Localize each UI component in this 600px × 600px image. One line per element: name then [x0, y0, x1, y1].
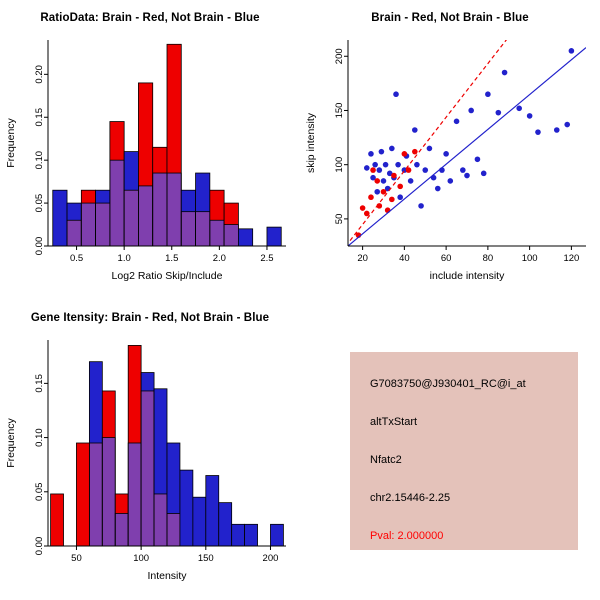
svg-text:0.10: 0.10	[34, 428, 45, 447]
svg-text:150: 150	[334, 103, 345, 119]
info-line-2: Nfatc2	[370, 454, 402, 466]
y-axis-label: skip intensity	[305, 112, 317, 173]
svg-text:0.20: 0.20	[34, 65, 45, 84]
x-axis-label: include intensity	[430, 270, 505, 282]
svg-text:1.0: 1.0	[118, 253, 131, 264]
svg-text:50: 50	[334, 214, 345, 225]
info-line-0: G7083750@J930401_RC@i_at	[370, 378, 526, 390]
tick-labels: 0.5 1.0 1.5 2.0 2.5 0.00 0.05 0.10 0.15 0.20	[34, 65, 274, 264]
svg-text:100: 100	[522, 253, 538, 264]
axes	[344, 40, 586, 250]
svg-text:40: 40	[399, 253, 410, 264]
ratio-histogram-plot: 0.5 1.0 1.5 2.0 2.5 0.00 0.05 0.10 0.15 0.20 Log2 …	[5, 40, 286, 282]
info-line-1: altTxStart	[370, 416, 418, 428]
svg-text:0.05: 0.05	[34, 483, 45, 502]
svg-text:2.0: 2.0	[213, 253, 226, 264]
y-axis-label: Frequency	[5, 417, 17, 467]
svg-text:0.00: 0.00	[34, 537, 45, 556]
svg-text:0.10: 0.10	[34, 151, 45, 170]
svg-text:0.05: 0.05	[34, 194, 45, 213]
y-axis-label: Frequency	[5, 117, 17, 167]
gene-histogram-title: Gene Itensity: Brain - Red, Not Brain - …	[30, 312, 270, 324]
panel-gene-info: G7083750@J930401_RC@i_at altTxStart Nfat…	[300, 300, 600, 600]
histogram-bars	[50, 345, 284, 547]
x-axis-label: Log2 Ratio Skip/Include	[112, 270, 223, 282]
svg-text:20: 20	[357, 253, 368, 264]
info-line-3: chr2.15446-2.25	[370, 492, 451, 504]
tick-labels: 20 40 60 80 100 120 50 100 150 200	[334, 48, 579, 264]
info-box: G7083750@J930401_RC@i_at altTxStart Nfat…	[350, 352, 578, 550]
svg-text:100: 100	[334, 157, 345, 173]
svg-text:0.5: 0.5	[70, 253, 83, 264]
svg-text:0.15: 0.15	[34, 108, 45, 127]
axes	[44, 340, 286, 550]
svg-text:2.5: 2.5	[260, 253, 273, 264]
svg-text:0.00: 0.00	[34, 237, 45, 256]
svg-text:200: 200	[263, 553, 279, 564]
ratio-histogram-title: RatioData: Brain - Red, Not Brain - Blue	[40, 12, 260, 24]
tick-labels: 50 100 150 200 0.00 0.05 0.10 0.15	[34, 374, 278, 564]
gene-histogram-plot: 50 100 150 200 0.00 0.05 0.10 0.15 Intensity Freq…	[5, 340, 286, 582]
svg-text:1.5: 1.5	[165, 253, 178, 264]
intensity-scatter-plot: 20 40 60 80 100 120 50 100 150 200 include intensi…	[305, 40, 586, 282]
svg-text:100: 100	[133, 553, 149, 564]
svg-text:80: 80	[483, 253, 494, 264]
svg-text:0.15: 0.15	[34, 374, 45, 393]
svg-text:200: 200	[334, 48, 345, 64]
svg-text:60: 60	[441, 253, 452, 264]
svg-text:50: 50	[71, 553, 82, 564]
intensity-scatter-title: Brain - Red, Not Brain - Blue	[371, 12, 529, 24]
svg-text:120: 120	[563, 253, 579, 264]
panel-intensity-scatter: Brain - Red, Not Brain - Blue 20 40 60 80 10…	[300, 0, 600, 300]
info-line-4: Pval: 2.000000	[370, 530, 444, 542]
axes	[44, 40, 286, 250]
scatter-points-and-fit-lines	[348, 40, 586, 246]
svg-text:150: 150	[198, 553, 214, 564]
x-axis-label: Intensity	[147, 570, 187, 582]
panel-gene-histogram: Gene Itensity: Brain - Red, Not Brain - …	[0, 300, 300, 600]
panel-ratio-histogram: RatioData: Brain - Red, Not Brain - Blue…	[0, 0, 300, 300]
histogram-bars	[52, 43, 282, 247]
